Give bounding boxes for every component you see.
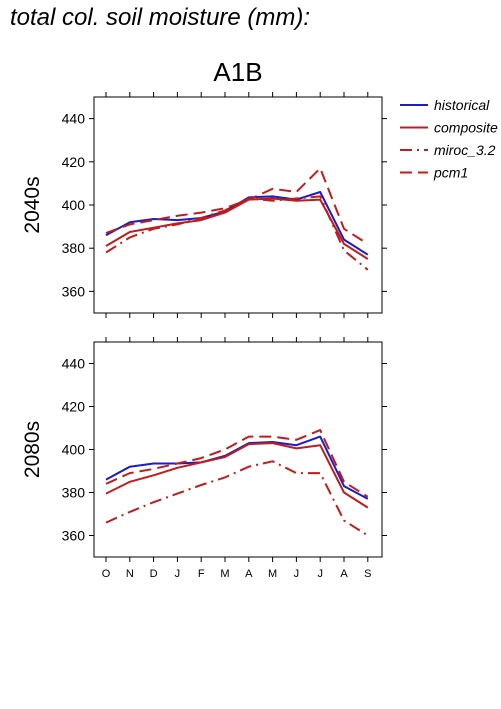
y-tick-label: 440	[62, 111, 86, 127]
series-line-pcm1	[105, 429, 369, 498]
panel-2040s: 360 380 400 420 440 2040s	[21, 92, 387, 318]
series-line-miroc-3-2	[105, 460, 369, 537]
legend-item: composite	[400, 120, 498, 136]
y-tick-label: 400	[62, 442, 86, 458]
x-tick-label: A	[340, 568, 348, 580]
legend-item: historical	[400, 97, 490, 113]
panel-label: 2040s	[21, 176, 44, 233]
scenario-title: A1B	[213, 57, 262, 87]
x-tick-label: J	[175, 568, 181, 580]
legend: historical composite miroc_3.2 pcm1	[400, 97, 498, 181]
series-line-composite	[105, 197, 369, 260]
series-line-composite	[105, 442, 369, 509]
y-tick-label: 380	[62, 240, 86, 256]
x-tick-label: M	[268, 568, 277, 580]
y-tick-label: 420	[62, 154, 86, 170]
x-tick-label: N	[126, 568, 134, 580]
x-tick-label: M	[220, 568, 229, 580]
legend-item: miroc_3.2	[400, 142, 496, 158]
series-line-miroc-3-2	[105, 195, 369, 271]
x-tick-label: F	[198, 568, 205, 580]
figure-title: total col. soil moisture (mm):	[10, 4, 311, 31]
legend-label: historical	[434, 97, 490, 113]
panel-label: 2080s	[21, 421, 44, 478]
x-tick-label: A	[245, 568, 253, 580]
series-line-pcm1	[105, 167, 369, 245]
panels: 360 380 400 420 440 2040s 360 380 400 420 440 O N D J F…	[21, 92, 387, 580]
x-tick-label: D	[150, 568, 158, 580]
y-tick-label: 380	[62, 485, 86, 501]
y-tick-label: 440	[62, 356, 86, 372]
x-tick-label: J	[294, 568, 300, 580]
legend-item: pcm1	[400, 165, 468, 181]
x-tick-label: O	[102, 568, 111, 580]
legend-label: pcm1	[433, 165, 468, 181]
y-tick-label: 360	[62, 528, 86, 544]
legend-label: composite	[434, 120, 498, 136]
y-tick-label: 400	[62, 197, 86, 213]
y-tick-label: 420	[62, 399, 86, 415]
legend-label: miroc_3.2	[434, 142, 496, 158]
x-tick-label: J	[317, 568, 323, 580]
panel-2080s: 360 380 400 420 440 O N D J F M A M J J A S 2080s	[21, 337, 387, 580]
series-line-historical	[105, 191, 369, 256]
y-tick-label: 360	[62, 283, 86, 299]
x-tick-label: S	[364, 568, 371, 580]
